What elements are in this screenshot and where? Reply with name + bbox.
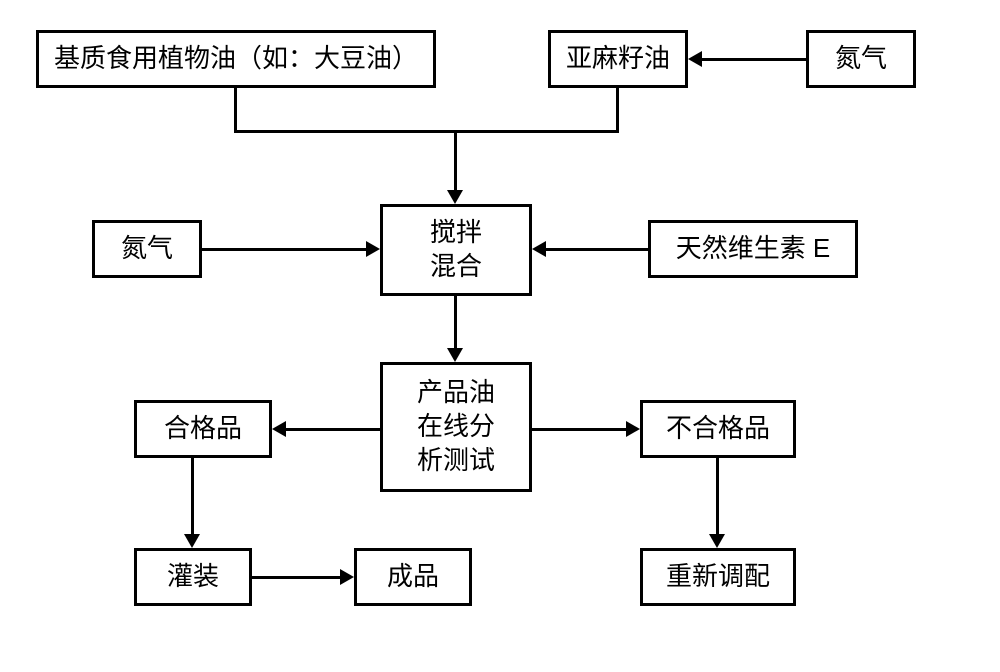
arrowhead (272, 421, 286, 437)
node-testing: 产品油 在线分 析测试 (380, 362, 532, 492)
node-nitrogen-top: 氮气 (806, 30, 916, 88)
arrowhead (447, 190, 463, 204)
node-reblend: 重新调配 (640, 548, 796, 606)
arrowhead (626, 421, 640, 437)
edge-baseoil-down (234, 88, 237, 132)
label: 氮气 (121, 232, 173, 266)
node-vitamin-e: 天然维生素 E (648, 220, 858, 278)
node-finished: 成品 (354, 548, 472, 606)
node-filling: 灌装 (134, 548, 252, 606)
node-flaxseed-oil: 亚麻籽油 (548, 30, 688, 88)
label: 氮气 (835, 42, 887, 76)
label: 基质食用植物油（如：大豆油） (54, 42, 418, 76)
node-not-qualified: 不合格品 (640, 400, 796, 458)
arrowhead (709, 534, 725, 548)
edge-vite-to-mixing (546, 248, 648, 251)
node-qualified: 合格品 (134, 400, 272, 458)
arrowhead (688, 51, 702, 67)
label: 天然维生素 E (676, 232, 831, 266)
node-nitrogen-left: 氮气 (92, 220, 202, 278)
edge-notqualified-to-reblend (716, 458, 719, 534)
edge-qualified-to-filling (191, 458, 194, 534)
label: 成品 (387, 560, 439, 594)
edge-mixing-to-testing (454, 296, 457, 348)
edge-join-to-mixing (454, 130, 457, 190)
label: 搅拌 混合 (430, 216, 482, 284)
edge-testing-to-notqualified (532, 428, 626, 431)
label: 灌装 (167, 560, 219, 594)
arrowhead (366, 241, 380, 257)
edge-nitrogen-left-to-mixing (202, 248, 366, 251)
arrowhead (532, 241, 546, 257)
edge-nitrogen-to-flaxseed (702, 58, 806, 61)
node-mixing: 搅拌 混合 (380, 204, 532, 296)
arrowhead (184, 534, 200, 548)
edge-join-horizontal (234, 130, 619, 133)
edge-testing-to-qualified (286, 428, 380, 431)
edge-flaxseed-down (616, 88, 619, 132)
node-base-oil: 基质食用植物油（如：大豆油） (36, 30, 436, 88)
label: 产品油 在线分 析测试 (417, 376, 495, 477)
arrowhead (340, 569, 354, 585)
label: 重新调配 (666, 560, 770, 594)
label: 合格品 (164, 412, 242, 446)
label: 不合格品 (666, 412, 770, 446)
arrowhead (447, 348, 463, 362)
edge-filling-to-finished (252, 576, 340, 579)
label: 亚麻籽油 (566, 42, 670, 76)
